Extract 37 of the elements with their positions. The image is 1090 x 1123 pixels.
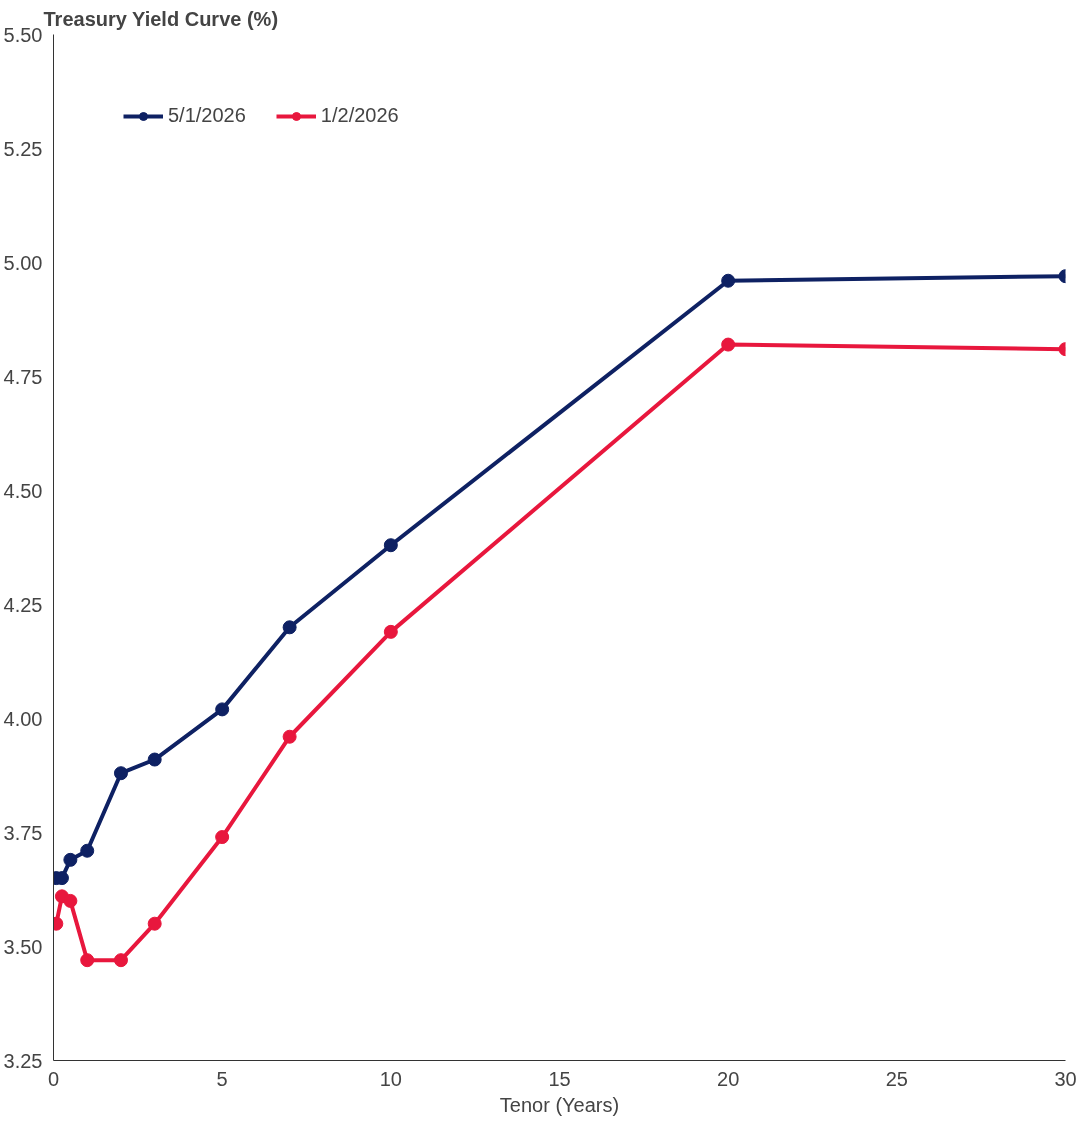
x-tick-label: 5 — [216, 1067, 228, 1090]
y-tick-label: 3.75 — [3, 821, 43, 844]
x-tick-label: 0 — [47, 1067, 60, 1090]
point — [215, 830, 230, 845]
point — [147, 916, 162, 931]
y-tick-label: 5.50 — [3, 23, 43, 46]
point — [383, 538, 398, 553]
point — [63, 893, 78, 908]
x-tick-label: 25 — [885, 1067, 908, 1090]
chart-title: Treasury Yield Curve (%) — [43, 7, 279, 30]
y-tick-label: 4.75 — [3, 365, 43, 388]
x-tick-label: 20 — [717, 1067, 740, 1090]
x-tick-label: 10 — [379, 1067, 402, 1090]
y-tick-label: 4.00 — [3, 707, 43, 730]
x-axis-title: Tenor (Years) — [499, 1093, 620, 1116]
point — [80, 843, 95, 858]
point — [113, 766, 128, 781]
point — [215, 702, 230, 717]
point — [147, 752, 162, 767]
y-tick-label: 4.25 — [3, 593, 43, 616]
point — [282, 620, 297, 635]
point — [63, 852, 78, 867]
y-tick-label: 5.00 — [3, 251, 43, 274]
y-tick-label: 4.50 — [3, 479, 43, 502]
y-tick-label: 3.25 — [3, 1049, 43, 1072]
point — [721, 273, 736, 288]
point — [80, 953, 95, 968]
x-tick-label: 30 — [1054, 1067, 1077, 1090]
point — [282, 729, 297, 744]
legend-label: 1/2/2026 — [320, 104, 399, 127]
point — [383, 624, 398, 639]
point — [113, 953, 128, 968]
x-tick-label: 15 — [548, 1067, 571, 1090]
y-tick-label: 3.50 — [3, 935, 43, 958]
y-tick-label: 5.25 — [3, 137, 43, 160]
legend-label: 5/1/2026 — [168, 104, 246, 127]
point — [721, 337, 736, 352]
